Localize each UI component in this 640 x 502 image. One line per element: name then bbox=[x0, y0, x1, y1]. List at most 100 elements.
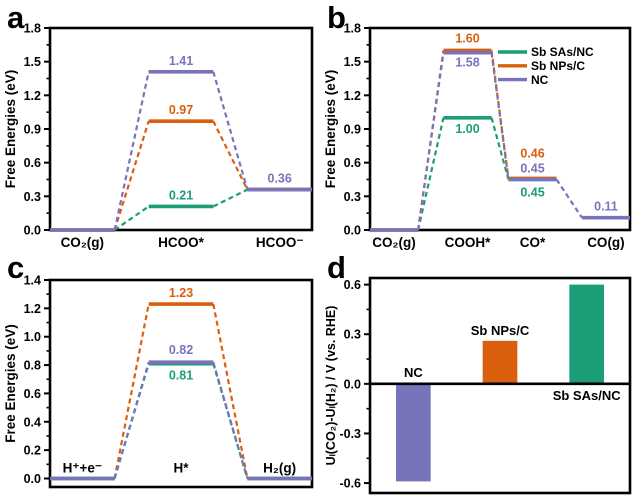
bar-label: NC bbox=[404, 365, 423, 380]
panel-c: c 0.0 0.2 0.4 0.6 0.8 1.0 1.2 1.4 Free Energies … bbox=[0, 250, 320, 497]
value-label: 0.11 bbox=[594, 200, 618, 214]
value-label: 0.45 bbox=[520, 162, 544, 176]
connector-line bbox=[113, 361, 150, 479]
y-tick-label: 0.6 bbox=[344, 278, 361, 292]
panel-d: d -0.6 -0.3 0.0 0.3 0.6 Uₗ(CO₂)-Uₗ(H₂) / V (v… bbox=[320, 250, 640, 497]
category-label: HCOO* bbox=[158, 235, 205, 250]
connector-line bbox=[555, 178, 583, 219]
panel-a-letter: a bbox=[7, 0, 25, 35]
connector-line bbox=[212, 120, 249, 191]
connector-line bbox=[114, 205, 150, 231]
panel-d-letter: d bbox=[327, 250, 346, 285]
y-tick-label: 1.5 bbox=[24, 55, 41, 69]
connector-line bbox=[417, 52, 445, 231]
value-label: 0.21 bbox=[169, 188, 193, 202]
bar-label: Sb SAs/NC bbox=[553, 388, 622, 403]
category-label: HCOO⁻ bbox=[256, 235, 304, 250]
panel-a: a 0.0 0.3 0.6 0.9 1.2 1.5 1.8 Free Energies (eV… bbox=[0, 0, 320, 250]
y-tick-label: 0.3 bbox=[344, 190, 361, 204]
series-Sb-NPs-C bbox=[370, 48, 557, 232]
y-tick-label: 0.6 bbox=[24, 156, 41, 170]
axes-frame bbox=[48, 278, 314, 489]
y-tick-label: 0.0 bbox=[24, 224, 41, 238]
y-tick-label: 1.4 bbox=[24, 274, 41, 288]
legend-label: NC bbox=[531, 73, 549, 87]
connector-line bbox=[490, 52, 510, 180]
bar-label: Sb NPs/C bbox=[471, 323, 530, 338]
series-NC bbox=[50, 69, 312, 232]
y-tick-label: 0.0 bbox=[24, 472, 41, 486]
y-axis-label: Free Energies (eV) bbox=[3, 324, 18, 443]
category-label: COOH* bbox=[445, 235, 492, 250]
bar-Sb-SAs-NC bbox=[569, 284, 604, 384]
y-tick-label: -0.6 bbox=[339, 477, 361, 491]
free-energy-diagram-cooh: 0.0 0.3 0.6 0.9 1.2 1.5 1.8 Free Energies (eV) 1… bbox=[323, 22, 632, 250]
y-tick-label: -0.3 bbox=[339, 427, 361, 441]
category-label: H⁺+e⁻ bbox=[63, 460, 102, 475]
connector-line bbox=[212, 188, 248, 208]
value-label: 1.58 bbox=[455, 56, 479, 70]
y-tick-label: 0.3 bbox=[344, 328, 361, 342]
value-label: 0.45 bbox=[520, 186, 544, 200]
y-tick-label: 0.2 bbox=[24, 444, 41, 458]
panel-b: b 0.0 0.3 0.6 0.9 1.2 1.5 1.8 Free Energies (eV… bbox=[320, 0, 640, 250]
y-tick-label: 0.0 bbox=[344, 377, 361, 391]
y-axis-label: Uₗ(CO₂)-Uₗ(H₂) / V (vs. RHE) bbox=[324, 306, 338, 466]
connector-line bbox=[212, 303, 249, 479]
y-tick-label: 0.8 bbox=[24, 359, 41, 373]
value-label: 1.41 bbox=[169, 54, 193, 68]
connector-line bbox=[212, 71, 249, 190]
value-label: 0.46 bbox=[520, 146, 544, 160]
value-label: 1.00 bbox=[455, 122, 479, 136]
series-NC bbox=[370, 50, 630, 232]
category-label: CO* bbox=[520, 235, 546, 250]
y-tick-label: 0.6 bbox=[24, 387, 41, 401]
category-label: H₂(g) bbox=[263, 460, 296, 475]
y-tick-label: 0.6 bbox=[344, 156, 361, 170]
category-label: H* bbox=[173, 460, 189, 475]
y-axis-label: Free Energies (eV) bbox=[323, 70, 338, 189]
y-tick-label: 0.3 bbox=[24, 190, 41, 204]
legend-label: Sb SAs/NC bbox=[531, 45, 594, 59]
series-Sb-NPs-C bbox=[50, 302, 312, 481]
y-tick-label: 1.2 bbox=[24, 89, 41, 103]
bar-NC bbox=[396, 383, 431, 482]
connector-line bbox=[417, 117, 445, 231]
axes-frame bbox=[368, 276, 632, 495]
free-energy-diagram-her: 0.0 0.2 0.4 0.6 0.8 1.0 1.2 1.4 Free Energies (e… bbox=[3, 274, 314, 489]
connector-line bbox=[113, 120, 150, 231]
y-tick-label: 1.2 bbox=[344, 89, 361, 103]
free-energy-diagram-hcoo: 0.0 0.3 0.6 0.9 1.2 1.5 1.8 Free Energies (eV) 1… bbox=[3, 22, 314, 250]
value-label: 0.81 bbox=[169, 369, 193, 383]
value-label: 0.82 bbox=[169, 343, 193, 357]
y-tick-label: 0.4 bbox=[24, 415, 41, 429]
bar-Sb-NPs-C bbox=[482, 340, 518, 384]
connector-line bbox=[212, 361, 249, 479]
connector-line bbox=[113, 303, 150, 479]
y-tick-label: 1.8 bbox=[344, 22, 361, 36]
value-label: 0.36 bbox=[268, 172, 292, 186]
connector-line bbox=[490, 117, 510, 180]
legend-label: Sb NPs/C bbox=[531, 59, 585, 73]
limiting-potential-bar-chart: -0.6 -0.3 0.0 0.3 0.6 Uₗ(CO₂)-Uₗ(H₂) / V (vs.… bbox=[324, 276, 632, 495]
y-axis-label: Free Energies (eV) bbox=[3, 70, 18, 189]
category-label: CO₂(g) bbox=[61, 235, 105, 250]
series-NC bbox=[50, 360, 312, 481]
y-tick-label: 1.5 bbox=[344, 55, 361, 69]
value-label: 1.23 bbox=[169, 286, 193, 300]
panel-c-letter: c bbox=[7, 250, 25, 285]
panel-b-letter: b bbox=[327, 0, 346, 35]
y-tick-label: 1.0 bbox=[24, 330, 41, 344]
category-label: CO(g) bbox=[587, 235, 625, 250]
connector-line bbox=[113, 71, 150, 231]
value-label: 1.60 bbox=[455, 31, 479, 45]
category-label: CO₂(g) bbox=[372, 235, 416, 250]
y-tick-label: 0.0 bbox=[344, 224, 361, 238]
y-tick-label: 1.2 bbox=[24, 302, 41, 316]
y-tick-label: 1.8 bbox=[24, 22, 41, 36]
y-tick-label: 0.9 bbox=[24, 123, 41, 137]
y-tick-label: 0.9 bbox=[344, 123, 361, 137]
value-label: 0.97 bbox=[169, 103, 193, 117]
